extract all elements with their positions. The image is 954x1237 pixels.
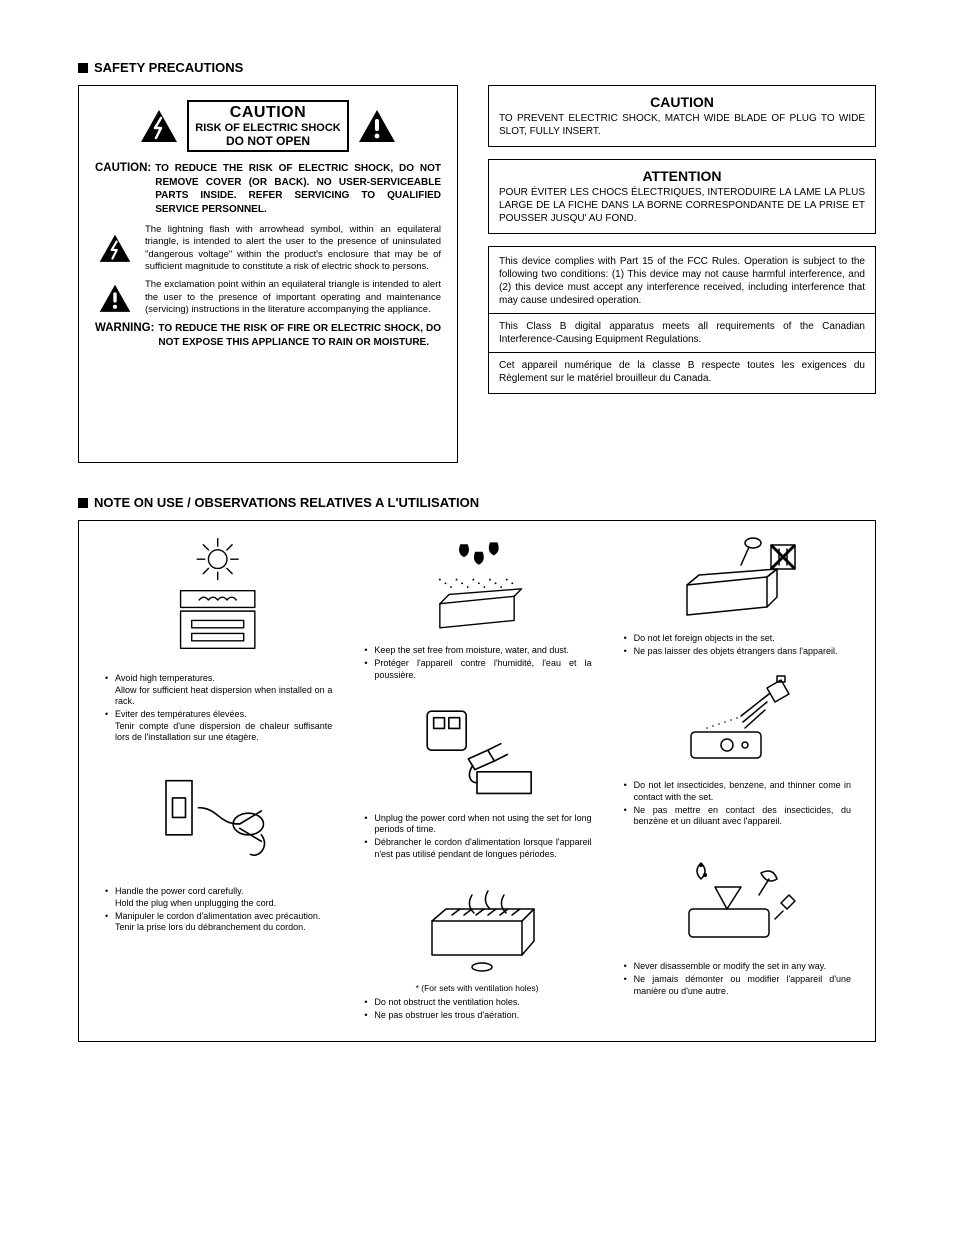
note-block: Do not let foreign objects in the set.Ne…	[622, 535, 851, 658]
note-on-use-header: NOTE ON USE / OBSERVATIONS RELATIVES A L…	[78, 495, 876, 510]
note-bullet: Ne jamais démonter ou modifier l'apparei…	[622, 974, 851, 997]
section-title: NOTE ON USE / OBSERVATIONS RELATIVES A L…	[94, 495, 479, 510]
notes-col-2: Keep the set free from moisture, water, …	[362, 535, 591, 1023]
caution-center-box: CAUTION RISK OF ELECTRIC SHOCK DO NOT OP…	[187, 100, 348, 152]
note-bullet: Never disassemble or modify the set in a…	[622, 961, 851, 973]
note-list: Do not let insecticides, benzene, and th…	[622, 780, 851, 828]
exclamation-description: The exclamation point within an equilate…	[145, 279, 441, 316]
caution-line2: RISK OF ELECTRIC SHOCK	[195, 122, 340, 134]
exclamation-triangle-icon	[357, 108, 397, 144]
notes-col-1: Avoid high temperatures.Allow for suffic…	[103, 535, 332, 1023]
bolt-triangle-icon	[95, 224, 135, 273]
note-list: Never disassemble or modify the set in a…	[622, 961, 851, 997]
notes-grid: Avoid high temperatures.Allow for suffic…	[78, 520, 876, 1042]
caution-line1: CAUTION	[195, 104, 340, 122]
disassemble-icon	[622, 843, 851, 953]
unplug-icon	[362, 696, 591, 804]
note-bullet: Handle the power cord carefully.Hold the…	[103, 886, 332, 909]
note-list: Avoid high temperatures.Allow for suffic…	[103, 673, 332, 744]
notes-col-3: Do not let foreign objects in the set.Ne…	[622, 535, 851, 1023]
note-bullet: Do not obstruct the ventilation holes.	[362, 997, 591, 1009]
note-bullet: Eviter des températures élevées.Tenir co…	[103, 709, 332, 744]
safety-precautions-header: SAFETY PRECAUTIONS	[78, 60, 876, 75]
ventilation-icon	[362, 875, 591, 975]
note-bullet: Ne pas obstruer les trous d'aération.	[362, 1010, 591, 1022]
note-block: Keep the set free from moisture, water, …	[362, 535, 591, 682]
spray-icon	[622, 672, 851, 772]
attention-box: ATTENTION POUR ÉVITER LES CHOCS ÉLECTRIQ…	[488, 159, 876, 234]
exclamation-description-row: The exclamation point within an equilate…	[95, 279, 441, 316]
note-list: Do not let foreign objects in the set.Ne…	[622, 633, 851, 657]
caution-banner: CAUTION RISK OF ELECTRIC SHOCK DO NOT OP…	[95, 100, 441, 152]
caution-box-body: TO PREVENT ELECTRIC SHOCK, MATCH WIDE BL…	[499, 112, 865, 138]
note-block: * (For sets with ventilation holes) Do no…	[362, 875, 591, 1022]
caution-box: CAUTION TO PREVENT ELECTRIC SHOCK, MATCH…	[488, 85, 876, 147]
caution-label: CAUTION:	[95, 162, 151, 216]
fcc-text: This device complies with Part 15 of the…	[499, 255, 865, 307]
exclamation-triangle-icon	[95, 279, 135, 316]
note-bullet: Protéger l'appareil contre l'humidité, l…	[362, 658, 591, 681]
note-bullet: Keep the set free from moisture, water, …	[362, 645, 591, 657]
note-bullet: Ne pas laisser des objets étrangers dans…	[622, 646, 851, 658]
attention-box-title: ATTENTION	[499, 168, 865, 184]
note-list: Do not obstruct the ventilation holes.Ne…	[362, 997, 591, 1021]
sun-rack-icon	[103, 535, 332, 665]
note-bullet: Ne pas mettre en contact des insecticide…	[622, 805, 851, 828]
note-block: Unplug the power cord when not using the…	[362, 696, 591, 861]
note-block: Handle the power cord carefully.Hold the…	[103, 759, 332, 935]
note-list: Handle the power cord carefully.Hold the…	[103, 886, 332, 934]
cord-icon	[103, 759, 332, 878]
note-list: Unplug the power cord when not using the…	[362, 813, 591, 861]
note-bullet: Unplug the power cord when not using the…	[362, 813, 591, 836]
warning-label: WARNING:	[95, 322, 154, 349]
classb-en-text: This Class B digital apparatus meets all…	[499, 320, 865, 346]
caution-box-title: CAUTION	[499, 94, 865, 110]
safety-right-column: CAUTION TO PREVENT ELECTRIC SHOCK, MATCH…	[488, 85, 876, 463]
attention-box-body: POUR ÉVITER LES CHOCS ÉLECTRIQUES, INTER…	[499, 186, 865, 225]
compliance-box: This device complies with Part 15 of the…	[488, 246, 876, 394]
safety-left-box: CAUTION RISK OF ELECTRIC SHOCK DO NOT OP…	[78, 85, 458, 463]
divider	[489, 313, 875, 314]
note-block: Avoid high temperatures.Allow for suffic…	[103, 535, 332, 745]
note-caption: * (For sets with ventilation holes)	[362, 983, 591, 993]
note-bullet: Do not let foreign objects in the set.	[622, 633, 851, 645]
bolt-description-row: The lightning flash with arrowhead symbo…	[95, 224, 441, 273]
note-block: Never disassemble or modify the set in a…	[622, 843, 851, 998]
classb-fr-text: Cet appareil numérique de la classe B re…	[499, 359, 865, 385]
note-block: Do not let insecticides, benzene, and th…	[622, 672, 851, 829]
note-bullet: Débrancher le cordon d'alimentation lors…	[362, 837, 591, 860]
divider	[489, 352, 875, 353]
note-bullet: Avoid high temperatures.Allow for suffic…	[103, 673, 332, 708]
bolt-triangle-icon	[139, 108, 179, 144]
warning-text: TO REDUCE THE RISK OF FIRE OR ELECTRIC S…	[158, 322, 441, 349]
water-dust-icon	[362, 535, 591, 637]
safety-row: CAUTION RISK OF ELECTRIC SHOCK DO NOT OP…	[78, 85, 876, 463]
note-bullet: Manipuler le cordon d'alimentation avec …	[103, 911, 332, 934]
caution-text: TO REDUCE THE RISK OF ELECTRIC SHOCK, DO…	[155, 162, 441, 216]
caution-block: CAUTION: TO REDUCE THE RISK OF ELECTRIC …	[95, 162, 441, 216]
foreign-objects-icon	[622, 535, 851, 625]
caution-line3: DO NOT OPEN	[195, 134, 340, 148]
note-bullet: Do not let insecticides, benzene, and th…	[622, 780, 851, 803]
note-list: Keep the set free from moisture, water, …	[362, 645, 591, 681]
warning-block: WARNING: TO REDUCE THE RISK OF FIRE OR E…	[95, 322, 441, 349]
bolt-description: The lightning flash with arrowhead symbo…	[145, 224, 441, 273]
section-title: SAFETY PRECAUTIONS	[94, 60, 243, 75]
